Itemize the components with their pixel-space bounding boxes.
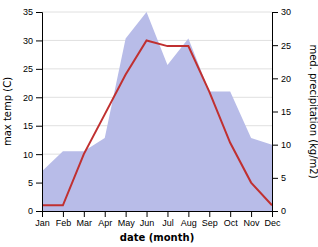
plot: JanFebMarAprMayJunJulAugSepOctNovDec0510… — [23, 7, 291, 228]
tick-label: 25 — [281, 41, 291, 51]
tick: Oct — [224, 211, 239, 228]
tick-label: 20 — [281, 74, 291, 84]
tick-mark — [272, 12, 278, 13]
tick: 10 — [23, 150, 42, 160]
tick-label: 5 — [28, 178, 33, 188]
marks — [42, 12, 272, 211]
y2-axis: 0 5 10 15 20 25 30 — [272, 7, 291, 216]
tick: 10 — [272, 140, 291, 150]
y-axis-title: max temp (C) — [2, 77, 13, 146]
tick-label: 20 — [23, 93, 33, 103]
tick-mark — [272, 45, 278, 46]
tick: May — [118, 211, 136, 228]
tick: Apr — [98, 211, 112, 228]
tick: Sep — [202, 211, 218, 228]
tick-label: 0 — [28, 206, 33, 216]
y-axis: 0 5 10 15 20 25 30 35 — [23, 7, 43, 216]
tick-mark — [36, 211, 42, 212]
tick-mark — [230, 211, 231, 217]
tick-mark — [84, 211, 85, 217]
tick-label: Mar — [77, 218, 93, 228]
tick: Jul — [162, 211, 174, 228]
tick-mark — [36, 12, 42, 13]
tick: 30 — [23, 36, 42, 46]
tick-label: 25 — [23, 64, 33, 74]
tick-mark — [36, 69, 42, 70]
tick-label: Sep — [202, 218, 218, 228]
x-axis: Jan Feb Mar Apr May Jun Jul Aug Sep Oct NovDec — [35, 211, 281, 228]
x-axis-title: date (month) — [120, 232, 194, 243]
tick-label: 35 — [23, 7, 33, 17]
tick: 20 — [272, 74, 291, 84]
tick-mark — [36, 154, 42, 155]
tick: Feb — [56, 211, 72, 228]
tick-mark — [36, 183, 42, 184]
tick: 35 — [23, 7, 42, 17]
tick: Jan — [35, 211, 50, 228]
tick-mark — [272, 112, 278, 113]
tick-label: 0 — [281, 206, 286, 216]
tick-mark — [126, 211, 127, 217]
tick-mark — [272, 78, 278, 79]
tick: 30 — [272, 7, 291, 17]
tick: Aug — [181, 211, 197, 228]
tick-label: 5 — [281, 173, 286, 183]
tick-label: Aug — [181, 218, 197, 228]
tick-label: Jul — [162, 218, 174, 228]
tick: Dec — [264, 211, 281, 228]
chart: JanFebMarAprMayJunJulAugSepOctNovDec0510… — [0, 0, 318, 247]
line — [42, 40, 272, 205]
tick: Jun — [140, 211, 155, 228]
tick-mark — [36, 40, 42, 41]
tick: 15 — [23, 121, 42, 131]
tick-label: 15 — [281, 107, 291, 117]
tick-mark — [272, 211, 278, 212]
area — [42, 12, 272, 211]
tick: 5 — [272, 173, 286, 183]
tick-label: 15 — [23, 121, 33, 131]
tick-mark — [272, 178, 278, 179]
tick-mark — [105, 211, 106, 217]
axis-line — [36, 13, 43, 212]
tick-label: 30 — [281, 7, 291, 17]
tick: 15 — [272, 107, 291, 117]
tick: 0 — [28, 206, 42, 216]
y2-axis-title: med. precipitation (kg/m2) — [308, 44, 318, 178]
tick: 0 — [272, 206, 286, 216]
tick-mark — [209, 211, 210, 217]
tick-label: Feb — [56, 218, 72, 228]
tick-mark — [272, 145, 278, 146]
tick: 20 — [23, 93, 42, 103]
tick-mark — [36, 97, 42, 98]
tick-label: May — [118, 218, 136, 228]
tick: 25 — [272, 41, 291, 51]
tick-mark — [36, 126, 42, 127]
tick-label: 30 — [23, 36, 33, 46]
axis-line — [273, 13, 279, 212]
tick-mark — [147, 211, 148, 217]
tick-label: Jun — [140, 218, 155, 228]
tick-label: Dec — [264, 218, 281, 228]
tick-label: 10 — [23, 150, 33, 160]
tick-mark — [188, 211, 189, 217]
tick-label: Apr — [98, 218, 112, 228]
tick-mark — [167, 211, 168, 217]
tick-label: Nov — [244, 218, 261, 228]
grid — [42, 12, 272, 211]
axis-line — [43, 212, 273, 218]
tick: Nov — [244, 211, 261, 228]
tick: 25 — [23, 64, 42, 74]
grid-line — [42, 12, 272, 13]
tick-mark — [251, 211, 252, 217]
tick: 5 — [28, 178, 42, 188]
tick: Mar — [77, 211, 93, 228]
tick-label: Jan — [35, 218, 50, 228]
tick-label: 10 — [281, 140, 291, 150]
tick-label: Oct — [224, 218, 239, 228]
tick-mark — [63, 211, 64, 217]
